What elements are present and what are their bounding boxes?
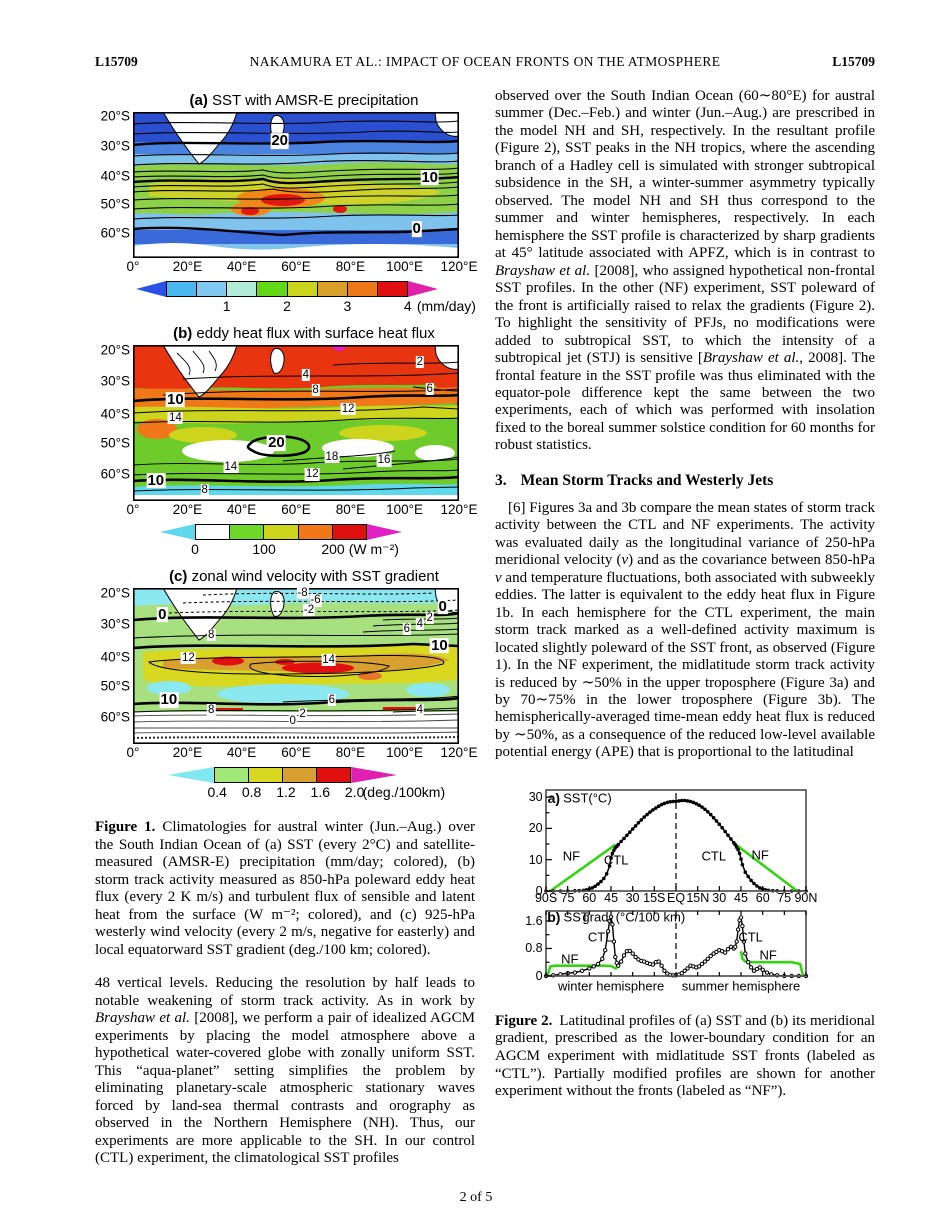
figure-1-caption: Figure 1. Climatologies for austral winte…	[95, 819, 475, 958]
figure-1a: (a) SST with AMSR-E precipitation 20°S 30…	[95, 92, 478, 321]
figure-1a-xaxis: 0° 20°E 40°E 60°E 80°E 100°E 120°E	[126, 259, 478, 274]
section-number: 3.	[495, 471, 507, 489]
figure-1a-yaxis: 20°S 30°S 40°S 50°S 60°S	[100, 108, 130, 241]
left-column-paragraph: 48 vertical levels. Reducing the resolut…	[95, 975, 476, 1167]
right-column-paragraph-1: observed over the South Indian Ocean (60…	[495, 88, 876, 454]
colorbar-heat-flux	[160, 524, 402, 540]
citation-number-right: L15709	[832, 54, 875, 69]
running-title: NAKAMURA ET AL.: IMPACT OF OCEAN FRONTS …	[249, 54, 721, 69]
section-title: Mean Storm Tracks and Westerly Jets	[520, 471, 774, 489]
colorbar-sst-gradient	[168, 767, 397, 783]
figure-1: (a) SST with AMSR-E precipitation 20°S 30…	[95, 92, 478, 807]
figure-1b-xaxis: 0° 20°E 40°E 60°E 80°E 100°E 120°E	[126, 502, 478, 517]
eddy-heat-flux-map	[133, 345, 459, 501]
two-column-layout: (a) SST with AMSR-E precipitation 20°S 30…	[95, 88, 875, 1168]
page-number: 2 of 5	[459, 1190, 493, 1205]
figure-1b-yaxis: 20°S 30°S 40°S 50°S 60°S	[100, 342, 130, 482]
figure-1b-map: 2 4 6 8 10 12 14 20 18 16 14 12 10 8	[133, 345, 459, 501]
figure-1c-label: (c)	[169, 568, 188, 585]
figure-1a-colorbar: 1 2 3 4 (mm/day)	[95, 281, 476, 321]
section-heading: 3. Mean Storm Tracks and Westerly Jets	[495, 472, 875, 490]
figure-1b-title: (b) eddy heat flux with surface heat flu…	[173, 325, 435, 342]
figure-1c-map: -8 -6 -2 0 0 2 4 6 8 10 12 14 10 8 6 4 2 0	[133, 586, 459, 744]
colorbar-precipitation	[136, 281, 438, 297]
figure-1c-title: (c) zonal wind velocity with SST gradien…	[169, 568, 439, 585]
figure-1a-contour-labels: 20 10 0	[270, 132, 439, 237]
page-header: L15709 NAKAMURA ET AL.: IMPACT OF OCEAN …	[95, 54, 875, 70]
figure-1b-colorbar: 0 100 200 (W m⁻²)	[95, 524, 475, 564]
figure-1c-yaxis: 20°S 30°S 40°S 50°S 60°S	[100, 585, 130, 725]
figure-2-caption-lead: Figure 2.	[495, 1012, 553, 1029]
figure-1c-contour-labels: -8 -6 -2 0 0 2 4 6 8 10 12 14 10 8 6 4 2 0	[157, 586, 449, 727]
figure-1b-label: (b)	[173, 325, 193, 342]
figure-1a-map: 20 10 0	[133, 112, 459, 258]
figure-1a-title: (a) SST with AMSR-E precipitation	[189, 92, 419, 109]
figure-1b-contour-labels: 2 4 6 8 10 12 14 20 18 16 14 12 10 8	[146, 356, 434, 497]
figure-1c-xaxis: 0° 20°E 40°E 60°E 80°E 100°E 120°E	[126, 745, 478, 760]
sst-profile-chart	[543, 789, 809, 979]
citation-number-left: L15709	[95, 54, 138, 69]
figure-1c-colorbar: 0.4 0.8 1.2 1.6 2.0 (deg./100km)	[95, 767, 475, 807]
figure-2: 30 20 10 0 1.6 0.8 0 90S 75 60 45 30 15S EQ 15N 30 45 60…	[501, 786, 821, 1001]
figure-1-caption-lead: Figure 1.	[95, 819, 156, 835]
figure-1b: (b) eddy heat flux with surface heat flu…	[95, 325, 478, 564]
precipitation-map	[133, 112, 459, 258]
left-column: (a) SST with AMSR-E precipitation 20°S 30…	[95, 88, 478, 1168]
figure-1c: (c) zonal wind velocity with SST gradien…	[95, 568, 478, 807]
right-column: observed over the South Indian Ocean (60…	[495, 88, 875, 1168]
right-column-paragraph-2: [6] Figures 3a and 3b compare the mean s…	[495, 499, 875, 761]
figure-2-caption: Figure 2. Latitudinal profiles of (a) SST…	[495, 1012, 875, 1100]
figure-1a-label: (a)	[189, 92, 208, 109]
